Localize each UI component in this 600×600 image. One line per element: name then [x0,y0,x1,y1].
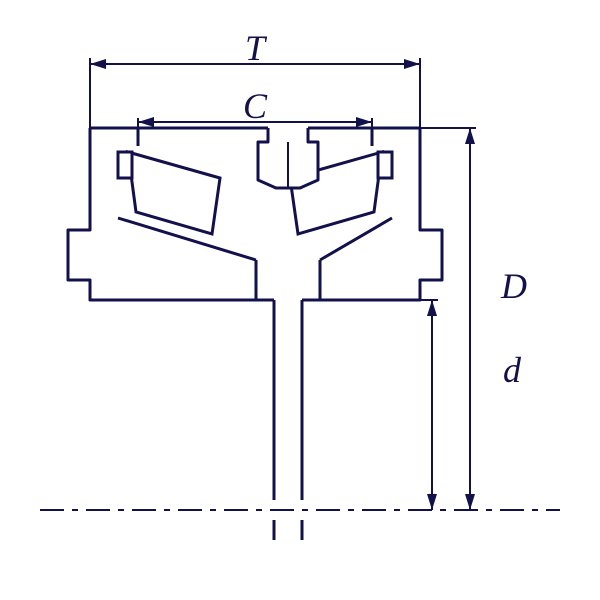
label-d: d [503,349,521,391]
label-T: T [245,27,265,69]
label-C: C [243,85,267,127]
label-D: D [501,265,527,307]
